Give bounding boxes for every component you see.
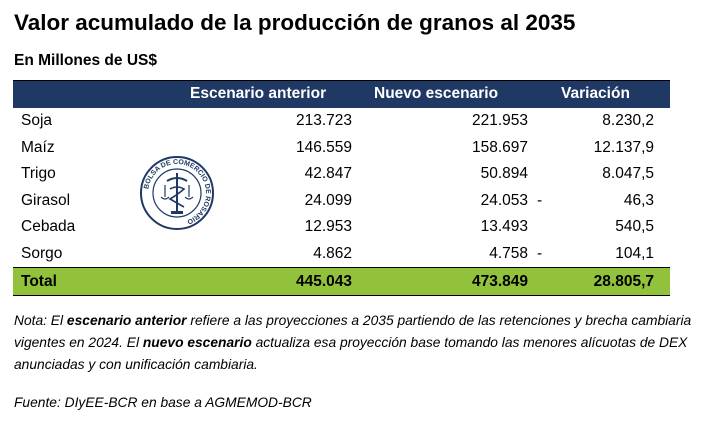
cell-nuevo: 158.697: [471, 138, 528, 156]
total-row: Total 445.043 473.849 28.805,7: [13, 267, 670, 296]
row-label: Cebada: [21, 218, 76, 235]
cell-anterior: 12.953: [304, 218, 352, 235]
cell-variacion: 8.230,2: [602, 112, 654, 129]
total-anterior: 445.043: [295, 273, 352, 290]
table-note: Nota: El escenario anterior refiere a la…: [14, 310, 704, 376]
row-label: Soja: [21, 112, 53, 129]
cell-variacion: 540,5: [615, 218, 654, 235]
units-subtitle: En Millones de US$: [14, 52, 157, 69]
cell-variacion: 46,3: [623, 191, 654, 209]
table-row: Maíz 146.559 158.697 12.137,9: [13, 135, 670, 162]
table-row: Soja 213.723 221.953 8.230,2: [13, 108, 670, 135]
page-title: Valor acumulado de la producción de gran…: [14, 10, 576, 35]
cell-nuevo: 13.493: [480, 218, 528, 235]
table-row: Cebada 12.953 13.493 540,5: [13, 214, 670, 241]
bolsa-de-comercio-seal-icon: BOLSA DE COMERCIO DE ROSARIO: [140, 156, 214, 230]
note-bold-nuevo: nuevo escenario: [142, 335, 252, 350]
table-row: Sorgo 4.862 4.758 - 104,1: [13, 241, 670, 268]
cell-anterior: 213.723: [295, 112, 352, 129]
cell-nuevo: 221.953: [471, 112, 528, 129]
table-row: Girasol 24.099 24.053 - 46,3: [13, 188, 670, 215]
note-suffix: actualiza esa proyección base tomando la…: [14, 335, 688, 372]
cell-anterior: 146.559: [295, 138, 352, 156]
note-prefix: Nota: El: [14, 313, 67, 328]
cell-anterior: 4.862: [313, 244, 352, 262]
note-mid: refiere a las proyecciones a 2035 partie…: [14, 313, 692, 350]
cell-variacion: 104,1: [615, 244, 654, 262]
note-bold-anterior: escenario anterior: [66, 313, 187, 328]
cell-variacion: 12.137,9: [593, 138, 654, 156]
cell-nuevo: 50.894: [480, 165, 528, 182]
cell-variacion: 8.047,5: [602, 165, 654, 182]
cell-nuevo: 24.053: [480, 191, 528, 209]
header-variacion: Variación: [561, 85, 630, 102]
total-label: Total: [21, 273, 57, 290]
cell-sign: -: [537, 244, 543, 262]
row-label: Trigo: [21, 165, 56, 182]
header-escenario-anterior: Escenario anterior: [190, 85, 327, 102]
cell-anterior: 24.099: [304, 191, 352, 209]
row-label: Sorgo: [21, 244, 63, 262]
row-label: Maíz: [21, 138, 55, 156]
cell-nuevo: 4.758: [489, 244, 528, 262]
header-nuevo-escenario: Nuevo escenario: [374, 85, 499, 102]
production-table: Escenario anterior Nuevo escenario Varia…: [13, 80, 670, 296]
total-variacion: 28.805,7: [593, 273, 654, 290]
table-row: Trigo 42.847 50.894 8.047,5: [13, 161, 670, 188]
cell-anterior: 42.847: [304, 165, 352, 182]
row-label: Girasol: [21, 191, 71, 209]
source-note: Fuente: DIyEE-BCR en base a AGMEMOD-BCR: [14, 395, 312, 410]
total-nuevo: 473.849: [471, 273, 528, 290]
table-header-row: Escenario anterior Nuevo escenario Varia…: [13, 80, 670, 108]
cell-sign: -: [537, 191, 543, 209]
